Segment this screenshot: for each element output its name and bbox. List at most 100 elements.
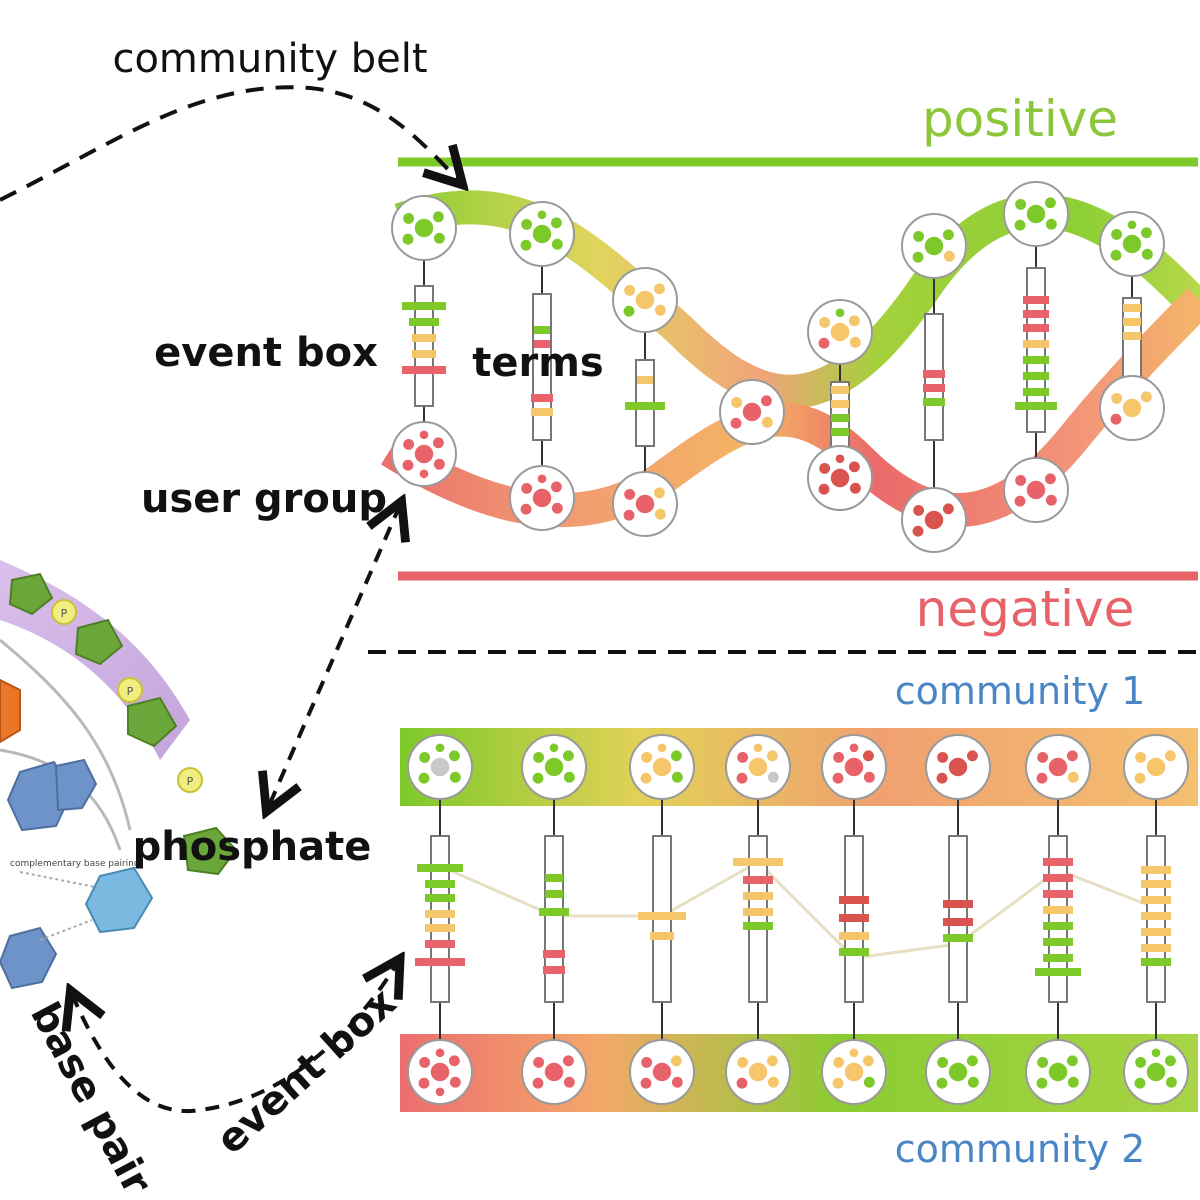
user-dot: [1045, 218, 1057, 230]
event-box: [943, 835, 973, 1003]
event-box: [625, 359, 665, 447]
user-dot: [767, 1076, 779, 1088]
user-dot: [753, 743, 763, 753]
term-bar: [831, 428, 849, 436]
term-bar: [1043, 858, 1073, 866]
user-dot: [1164, 1055, 1176, 1067]
user-dot: [760, 395, 772, 407]
event-box-label-top: event box: [154, 330, 378, 376]
user-dot: [1026, 204, 1046, 224]
user-dot: [435, 743, 445, 753]
user-dot: [419, 430, 429, 440]
user-group-node: [719, 379, 785, 445]
event-box: [402, 285, 446, 407]
term-bar: [923, 370, 945, 378]
term-bar: [1141, 896, 1171, 904]
user-dot: [418, 1077, 430, 1089]
term-bar: [1023, 356, 1049, 364]
user-dot: [402, 459, 414, 471]
user-dot: [731, 396, 743, 408]
term-bar: [943, 900, 973, 908]
term-bar: [1015, 402, 1057, 410]
term-bar: [831, 414, 849, 422]
term-bar: [1023, 388, 1049, 396]
phosphate-label: phosphate: [133, 824, 372, 870]
user-dot: [1110, 413, 1122, 425]
user-dot: [1014, 495, 1026, 507]
term-bar: [402, 302, 446, 310]
term-bar: [425, 894, 455, 902]
user-dot: [623, 305, 635, 317]
user-dot: [862, 750, 874, 762]
term-bar: [743, 908, 773, 916]
user-group-node: [391, 421, 457, 487]
user-group-node: [1123, 734, 1189, 800]
user-dot: [748, 1062, 768, 1082]
user-dot: [832, 772, 844, 784]
term-bar: [1023, 310, 1049, 318]
term-trend-line: [439, 860, 1157, 960]
event-box: [830, 381, 850, 451]
user-dot: [435, 1048, 445, 1058]
user-dot: [1015, 474, 1027, 486]
event-box: [531, 293, 553, 441]
user-dot: [766, 1055, 778, 1067]
user-group-node: [391, 195, 457, 261]
term-bar: [531, 408, 553, 416]
term-bar: [1123, 318, 1141, 326]
base-pair-label: base pair: [21, 995, 160, 1200]
term-bar: [539, 908, 569, 916]
user-dot: [551, 502, 563, 514]
term-bar: [943, 918, 973, 926]
event-box: [839, 835, 869, 1003]
user-dot: [1146, 1062, 1166, 1082]
user-dot: [1151, 1048, 1161, 1058]
user-dot: [833, 1056, 845, 1068]
user-dot: [551, 238, 563, 250]
complementary-base-pairing-label: complementary base pairing: [10, 859, 140, 869]
user-dot: [1066, 1055, 1078, 1067]
term-bar: [625, 402, 665, 410]
user-dot: [418, 772, 430, 784]
user-dot: [862, 1055, 874, 1067]
user-group-node: [901, 213, 967, 279]
term-bar: [839, 914, 869, 922]
user-dot: [736, 1077, 748, 1089]
term-bar: [943, 934, 973, 942]
user-dot: [818, 483, 830, 495]
user-dot: [1111, 392, 1123, 404]
term-bar: [545, 890, 563, 898]
term-bar: [733, 858, 783, 866]
user-group-node: [925, 734, 991, 800]
phosphate-p-label: P: [127, 685, 134, 698]
user-group-node: [1099, 375, 1165, 441]
user-dot: [936, 772, 948, 784]
user-dot: [936, 1077, 948, 1089]
user-dot: [1127, 220, 1137, 230]
positive-label: positive: [922, 90, 1118, 148]
term-bar: [923, 384, 945, 392]
arrow-user-group-phosphate: [268, 505, 400, 808]
user-dot: [652, 1062, 672, 1082]
sugar-pentagon: [8, 572, 54, 616]
community-1-label: community 1: [895, 669, 1146, 713]
term-bar: [831, 386, 849, 394]
user-dot: [1122, 234, 1142, 254]
user-dot: [563, 771, 575, 783]
user-dot: [966, 750, 978, 762]
user-dot: [730, 417, 742, 429]
helix-user-groups: [391, 181, 1165, 553]
term-bar: [1023, 324, 1049, 332]
user-dot: [833, 751, 845, 763]
user-dot: [640, 1077, 652, 1089]
user-group-node: [807, 445, 873, 511]
user-dot: [832, 1077, 844, 1089]
event-box-label-bottom: event box: [208, 979, 405, 1163]
user-dot: [520, 503, 532, 515]
term-bar: [743, 876, 773, 884]
user-dot: [1135, 751, 1147, 763]
user-group-node: [1099, 211, 1165, 277]
user-group-node: [407, 1039, 473, 1105]
linear-view: community 1 community 2: [400, 669, 1198, 1171]
